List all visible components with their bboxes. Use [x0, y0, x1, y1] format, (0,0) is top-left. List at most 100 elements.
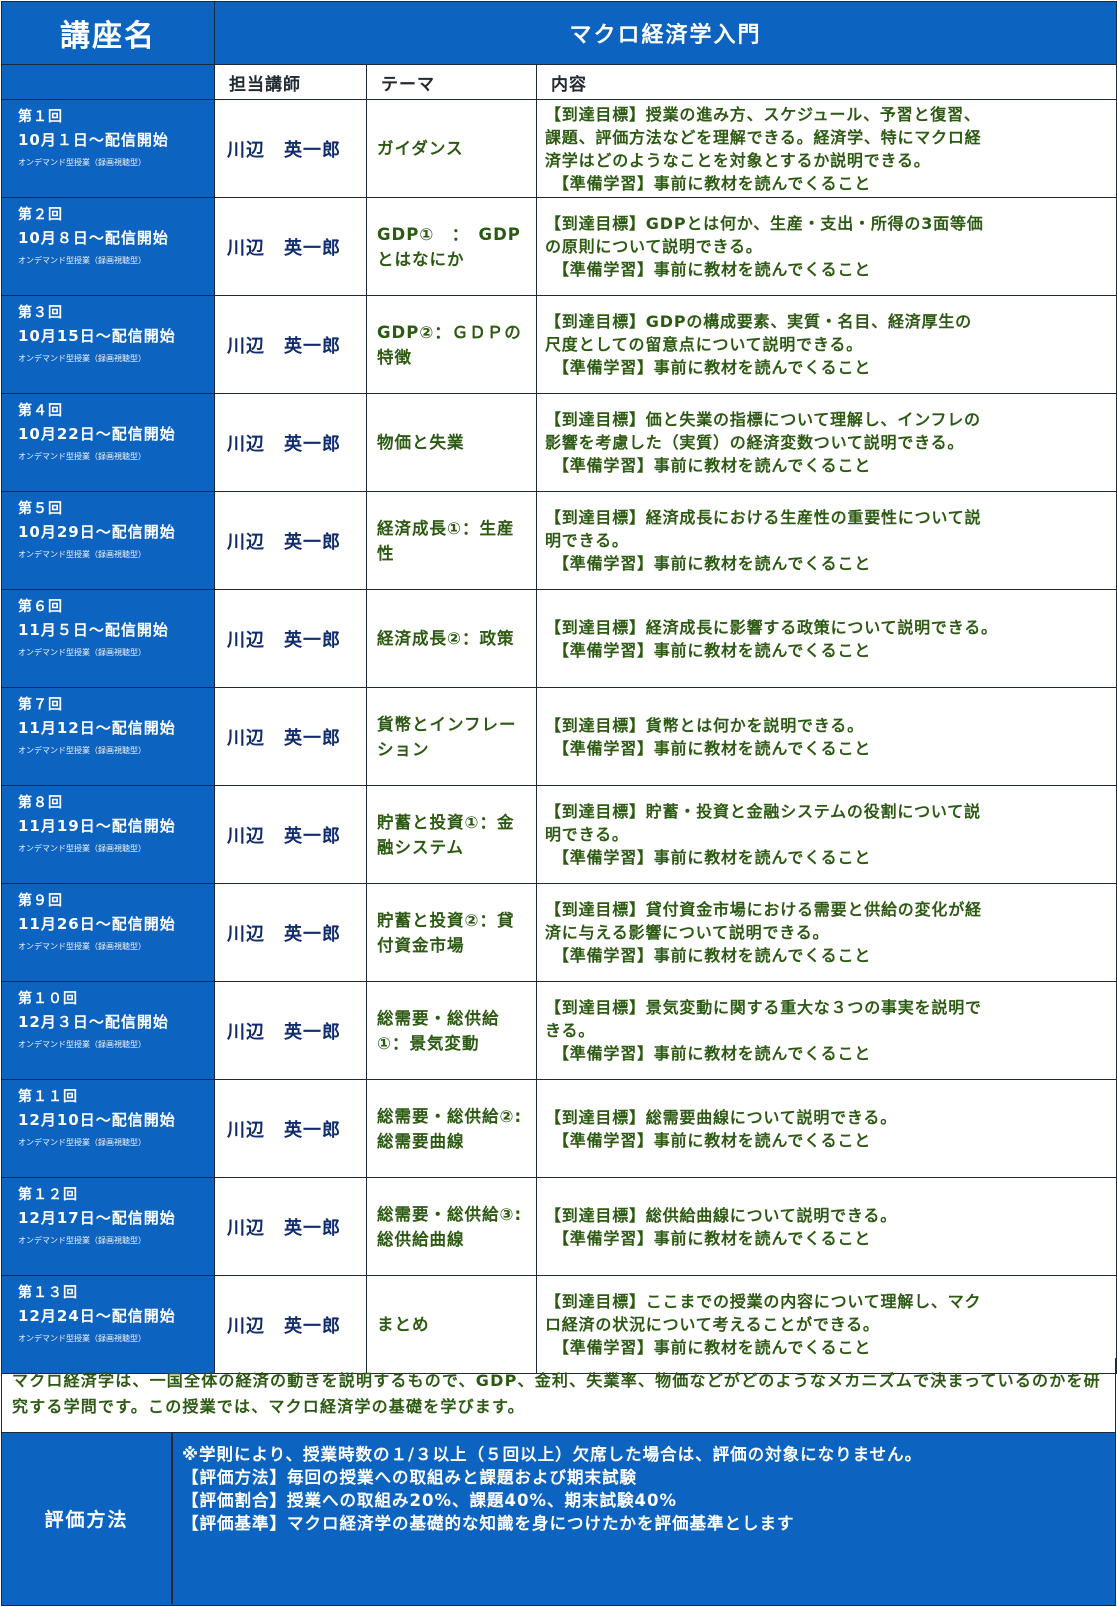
- session-date: 11月５日～配信開始: [18, 621, 169, 639]
- session-row: 第５回 10月29日～配信開始 オンデマンド型授業（録画視聴型） 川辺 英一郎 経済成長…: [1, 491, 1117, 590]
- session-date: 10月１日～配信開始: [18, 131, 169, 149]
- session-row: 第７回 11月12日～配信開始 オンデマンド型授業（録画視聴型） 川辺 英一郎 貨幣とイ…: [1, 687, 1117, 786]
- session-mode: オンデマンド型授業（録画視聴型）: [18, 1138, 146, 1147]
- session-number: 第１２回: [18, 1187, 78, 1203]
- session-number: 第９回: [18, 893, 63, 909]
- session-row: 第８回 11月19日～配信開始 オンデマンド型授業（録画視聴型） 川辺 英一郎 貯蓄と投…: [1, 785, 1117, 884]
- prep-line: 【準備学習】事前に教材を読んでくること: [553, 1044, 872, 1063]
- prep-line: 【準備学習】事前に教材を読んでくること: [553, 173, 872, 193]
- session-cell: 第６回 11月５日～配信開始 オンデマンド型授業（録画視聴型）: [1, 589, 215, 688]
- session-date: 12月３日～配信開始: [18, 1013, 169, 1031]
- session-content: 【到達目標】経済成長に影響する政策について説明できる。 【準備学習】事前に教材を読…: [535, 589, 1117, 688]
- instructor-name: 川辺 英一郎: [214, 1079, 367, 1178]
- schedule-table: 講座名 マクロ経済学入門 担当講師 テーマ 内容 第１回 10月１日～配信開始 オン…: [1, 1, 1117, 1374]
- session-number: 第４回: [18, 403, 63, 419]
- prep-line: 【準備学習】事前に教材を読んでくること: [553, 260, 872, 279]
- goal-line: 【到達目標】貯蓄・投資と金融システムの役割について説: [545, 802, 981, 821]
- instructor-name: 川辺 英一郎: [214, 687, 367, 786]
- session-theme: 総需要・総供給①：景気変動: [366, 981, 537, 1080]
- goal-line: 【到達目標】貨幣とは何かを説明できる。: [545, 715, 864, 735]
- course-summary: マクロ経済学は、一国全体の経済の動きを説明するもので、GDP、金利、失業率、物価…: [1, 1358, 1116, 1433]
- session-content: 【到達目標】授業の進み方、スケジュール、予習と復習、 課題、評価方法などを理解でき…: [535, 99, 1117, 198]
- prep-line: 【準備学習】事前に教材を読んでくること: [553, 358, 872, 377]
- instructor-name: 川辺 英一郎: [214, 981, 367, 1080]
- goal-line: 【到達目標】価と失業の指標について理解し、インフレの: [545, 410, 981, 429]
- session-cell: 第１２回 12月17日～配信開始オンデマンド型授業（録画視聴型）: [1, 1177, 215, 1276]
- prep-line: 【準備学習】事前に教材を読んでくること: [553, 1228, 872, 1248]
- session-content: 【到達目標】経済成長における生産性の重要性について説 明できる。 【準備学習】事前に…: [535, 491, 1117, 590]
- session-number: 第３回: [18, 305, 63, 321]
- session-theme: 貯蓄と投資②：貸付資金市場: [366, 883, 537, 982]
- session-cell: 第１３回 12月24日～配信開始 オンデマンド型授業（録画視聴型）: [1, 1275, 215, 1374]
- session-content: 【到達目標】貨幣とは何かを説明できる。 【準備学習】事前に教材を読んでくること: [535, 687, 1117, 786]
- goal-line: 【到達目標】ここまでの授業の内容について理解し、マク: [545, 1292, 982, 1311]
- session-row: 第９回 11月26日～配信開始オンデマンド型授業（録画視聴型） 川辺 英一郎 貯蓄と投…: [1, 883, 1117, 982]
- session-theme: 経済成長①：生産性: [366, 491, 537, 590]
- session-content: 【到達目標】総需要曲線について説明できる。 【準備学習】事前に教材を読んでくること: [535, 1079, 1117, 1178]
- goal-line: 課題、評価方法などを理解できる。経済学、特にマクロ経: [545, 127, 982, 147]
- session-cell: 第４回 10月22日～配信開始 オンデマンド型授業（録画視聴型）: [1, 393, 215, 492]
- column-header-row: 担当講師 テーマ 内容: [1, 64, 1117, 100]
- goal-line: 影響を考慮した（実質）の経済変数ついて説明できる。: [545, 433, 965, 452]
- session-date: 11月26日～配信開始: [18, 915, 176, 933]
- session-content: 【到達目標】景気変動に関する重大な３つの事実を説明で きる。 【準備学習】事前に教材…: [535, 981, 1117, 1080]
- session-mode: オンデマンド型授業（録画視聴型）: [18, 354, 146, 363]
- goal-line: 【到達目標】GDPとは何か、生産・支出・所得の3面等価: [545, 214, 984, 233]
- session-row: 第３回 10月15日～配信開始 オンデマンド型授業（録画視聴型） 川辺 英一郎 GDP②…: [1, 295, 1117, 394]
- session-row: 第１回 10月１日～配信開始 オンデマンド型授業（録画視聴型） 川辺 英一郎 ガイダンス…: [1, 99, 1117, 198]
- goal-line: 済に与える影響について説明できる。: [545, 923, 830, 942]
- session-content: 【到達目標】ここまでの授業の内容について理解し、マク ロ経済の状況について考えるこ…: [535, 1275, 1117, 1374]
- prep-line: 【準備学習】事前に教材を読んでくること: [553, 640, 872, 660]
- session-number: 第５回: [18, 501, 63, 517]
- instructor-name: 川辺 英一郎: [214, 883, 367, 982]
- session-number: 第６回: [18, 599, 63, 615]
- instructor-name: 川辺 英一郎: [214, 589, 367, 688]
- course-title-label: 講座名: [1, 1, 215, 65]
- session-mode: オンデマンド型授業（録画視聴型）: [18, 1236, 146, 1245]
- theme-column-header: テーマ: [366, 64, 537, 100]
- session-mode: オンデマンド型授業（録画視聴型）: [18, 158, 146, 167]
- course-name: マクロ経済学入門: [213, 1, 1117, 65]
- session-cell: 第１１回 12月10日～配信開始 オンデマンド型授業（録画視聴型）: [1, 1079, 215, 1178]
- session-mode: オンデマンド型授業（録画視聴型）: [18, 1040, 146, 1049]
- evaluation-line: 【評価基準】マクロ経済学の基礎的な知識を身につけたかを評価基準とします: [182, 1514, 795, 1533]
- prep-line: 【準備学習】事前に教材を読んでくること: [553, 848, 872, 867]
- session-theme: 貨幣とインフレーション: [366, 687, 537, 786]
- evaluation-label: 評価方法: [44, 1509, 129, 1531]
- goal-line: 済学はどのようなことを対象とするか説明できる。: [545, 150, 931, 170]
- session-cell: 第１０回 12月３日～配信開始 オンデマンド型授業（録画視聴型）: [1, 981, 215, 1080]
- session-number: 第１１回: [18, 1089, 78, 1105]
- session-theme: 総需要・総供給③:総供給曲線: [366, 1177, 537, 1276]
- session-cell: 第５回 10月29日～配信開始 オンデマンド型授業（録画視聴型）: [1, 491, 215, 590]
- session-date: 12月24日～配信開始: [18, 1307, 176, 1325]
- session-cell: 第７回 11月12日～配信開始 オンデマンド型授業（録画視聴型）: [1, 687, 215, 786]
- session-date: 12月17日～配信開始: [18, 1209, 176, 1227]
- session-row: 第１０回 12月３日～配信開始 オンデマンド型授業（録画視聴型） 川辺 英一郎 総需要・…: [1, 981, 1117, 1080]
- session-content: 【到達目標】貯蓄・投資と金融システムの役割について説 明できる。 【準備学習】事前に…: [535, 785, 1117, 884]
- goal-line: ロ経済の状況について考えることができる。: [545, 1315, 880, 1334]
- session-row: 第２回 10月８日～配信開始 オンデマンド型授業（録画視聴型） 川辺 英一郎 GDP① …: [1, 197, 1117, 296]
- goal-line: 尺度としての留意点について説明できる。: [545, 335, 863, 354]
- evaluation-details: ※学則により、授業時数の１/３以上（５回以上）欠席した場合は、評価の対象になりま…: [182, 1443, 1109, 1535]
- session-mode: オンデマンド型授業（録画視聴型）: [18, 942, 146, 951]
- session-mode: オンデマンド型授業（録画視聴型）: [18, 844, 146, 853]
- session-number: 第７回: [18, 697, 63, 713]
- evaluation-line: 【評価割合】授業への取組み20%、課題40%、期末試験40%: [182, 1491, 677, 1510]
- goal-line: 明できる。: [545, 531, 629, 550]
- goal-line: 【到達目標】総需要曲線について説明できる。: [545, 1107, 898, 1127]
- instructor-name: 川辺 英一郎: [214, 1275, 367, 1374]
- session-number: 第１３回: [18, 1285, 78, 1301]
- session-number: 第８回: [18, 795, 63, 811]
- session-theme: GDP① ： GDPとはなにか: [366, 197, 537, 296]
- session-theme: GDP②：ＧＤＰの特徴: [366, 295, 537, 394]
- session-row: 第１３回 12月24日～配信開始 オンデマンド型授業（録画視聴型） 川辺 英一郎 まとめ…: [1, 1275, 1117, 1374]
- session-number: 第２回: [18, 207, 63, 223]
- session-column-header: [1, 64, 215, 100]
- goal-line: 【到達目標】GDPの構成要素、実質・名目、経済厚生の: [545, 312, 972, 331]
- goal-line: 【到達目標】経済成長における生産性の重要性について説: [545, 508, 982, 527]
- session-mode: オンデマンド型授業（録画視聴型）: [18, 256, 146, 265]
- goal-line: 【到達目標】貸付資金市場における需要と供給の変化が経: [545, 900, 982, 919]
- session-row: 第１１回 12月10日～配信開始 オンデマンド型授業（録画視聴型） 川辺 英一郎 総需要…: [1, 1079, 1117, 1178]
- evaluation-divider: [171, 1433, 173, 1604]
